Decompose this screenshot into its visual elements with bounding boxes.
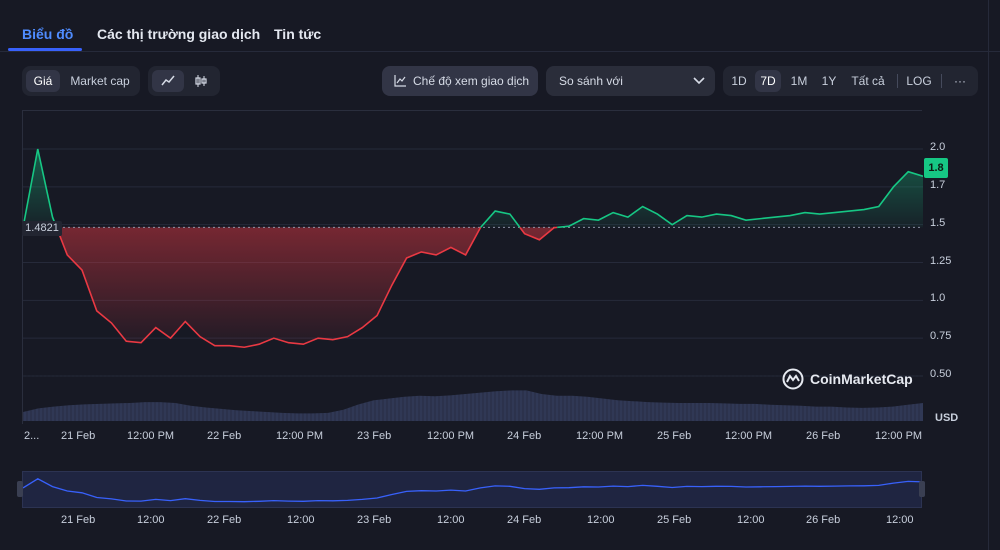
navigator-x-tick-label: 21 Feb [61, 514, 96, 526]
y-tick-label: 1.0 [930, 292, 946, 305]
candlestick-icon [195, 75, 207, 87]
tab-bar: Biểu đồ Các thị trường giao dịch Tin tức [0, 0, 1000, 52]
price-area-down [23, 227, 558, 348]
y-tick-label: 1.5 [930, 216, 946, 229]
range-all-button[interactable]: Tất cả [851, 74, 885, 88]
range-1m-button[interactable]: 1M [790, 74, 808, 88]
x-tick-label: 24 Feb [507, 430, 542, 442]
navigator-price-line [22, 478, 924, 503]
compare-select-label: So sánh với [559, 74, 623, 88]
price-chart-svg [22, 148, 924, 421]
navigator-x-tick-label: 24 Feb [507, 514, 542, 526]
currency-label: USD [935, 412, 959, 424]
price-chart[interactable] [22, 110, 924, 424]
active-tab-indicator [8, 48, 82, 51]
navigator-x-tick-label: 12:00 [137, 514, 165, 526]
price-line-up [22, 148, 924, 229]
toolbar-divider [897, 74, 898, 88]
tab-chart[interactable]: Biểu đồ [22, 26, 74, 42]
watermark-text: CoinMarketCap [810, 371, 913, 387]
trading-view-icon [394, 75, 406, 87]
x-tick-label: 2... [24, 430, 40, 442]
market-cap-toggle-button[interactable]: Market cap [70, 74, 130, 88]
line-chart-icon [161, 75, 175, 86]
range-1y-button[interactable]: 1Y [821, 74, 837, 88]
navigator-x-tick-label: 26 Feb [806, 514, 841, 526]
price-toggle-button[interactable]: Giá [26, 70, 60, 92]
range-navigator[interactable] [22, 471, 924, 508]
metric-toggle: Giá Market cap [22, 66, 140, 96]
coinmarketcap-watermark: CoinMarketCap [782, 368, 913, 390]
x-tick-label: 12:00 PM [725, 430, 773, 442]
navigator-x-tick-label: 23 Feb [357, 514, 392, 526]
x-tick-label: 12:00 PM [276, 430, 324, 442]
navigator-x-tick-label: 25 Feb [657, 514, 692, 526]
chevron-down-icon [693, 77, 705, 85]
navigator-right-handle[interactable] [919, 481, 925, 497]
range-1d-button[interactable]: 1D [731, 74, 747, 88]
x-tick-label: 12:00 PM [576, 430, 624, 442]
navigator-x-tick-label: 12:00 [737, 514, 765, 526]
navigator-svg [22, 478, 924, 503]
x-tick-label: 25 Feb [657, 430, 692, 442]
line-chart-button[interactable] [152, 70, 184, 92]
y-tick-label: 1.25 [930, 254, 952, 267]
toolbar-divider [941, 74, 942, 88]
x-tick-label: 21 Feb [61, 430, 96, 442]
y-tick-label: 2.0 [930, 141, 946, 153]
navigator-x-tick-label: 12:00 [886, 514, 914, 526]
navigator-x-tick-label: 12:00 [587, 514, 615, 526]
chart-style-toggle [148, 66, 220, 96]
candlestick-button[interactable] [186, 70, 216, 92]
current-price-tag: 1.8 [924, 158, 948, 178]
more-options-button[interactable]: ··· [954, 74, 966, 88]
baseline-price-tag: 1.4821 [22, 221, 62, 236]
time-range-toggle: 1D 7D 1M 1Y Tất cả LOG ··· [723, 66, 978, 96]
navigator-x-tick-label: 22 Feb [207, 514, 242, 526]
panel-border [988, 0, 989, 550]
navigator-x-tick-label: 12:00 [287, 514, 315, 526]
trading-view-label: Chế độ xem giao dịch [413, 74, 530, 88]
x-tick-label: 22 Feb [207, 430, 242, 442]
trading-view-button[interactable]: Chế độ xem giao dịch [382, 66, 538, 96]
navigator-x-tick-label: 12:00 [437, 514, 465, 526]
volume-area [23, 390, 923, 421]
x-tick-label: 12:00 PM [127, 430, 175, 442]
x-tick-label: 12:00 PM [875, 430, 923, 442]
range-7d-button[interactable]: 7D [755, 70, 781, 92]
x-tick-label: 12:00 PM [427, 430, 475, 442]
coinmarketcap-logo-icon [782, 368, 804, 390]
tab-markets[interactable]: Các thị trường giao dịch [97, 26, 261, 42]
tab-news[interactable]: Tin tức [274, 26, 322, 42]
y-tick-label: 0.50 [930, 368, 952, 380]
compare-select[interactable]: So sánh với [546, 66, 715, 96]
x-tick-label: 23 Feb [357, 430, 392, 442]
x-tick-label: 26 Feb [806, 430, 841, 442]
price-area-up [23, 149, 924, 228]
navigator-left-handle[interactable] [17, 481, 23, 497]
y-tick-label: 1.7 [930, 178, 946, 191]
y-tick-label: 0.75 [930, 330, 952, 343]
log-scale-button[interactable]: LOG [906, 74, 932, 88]
